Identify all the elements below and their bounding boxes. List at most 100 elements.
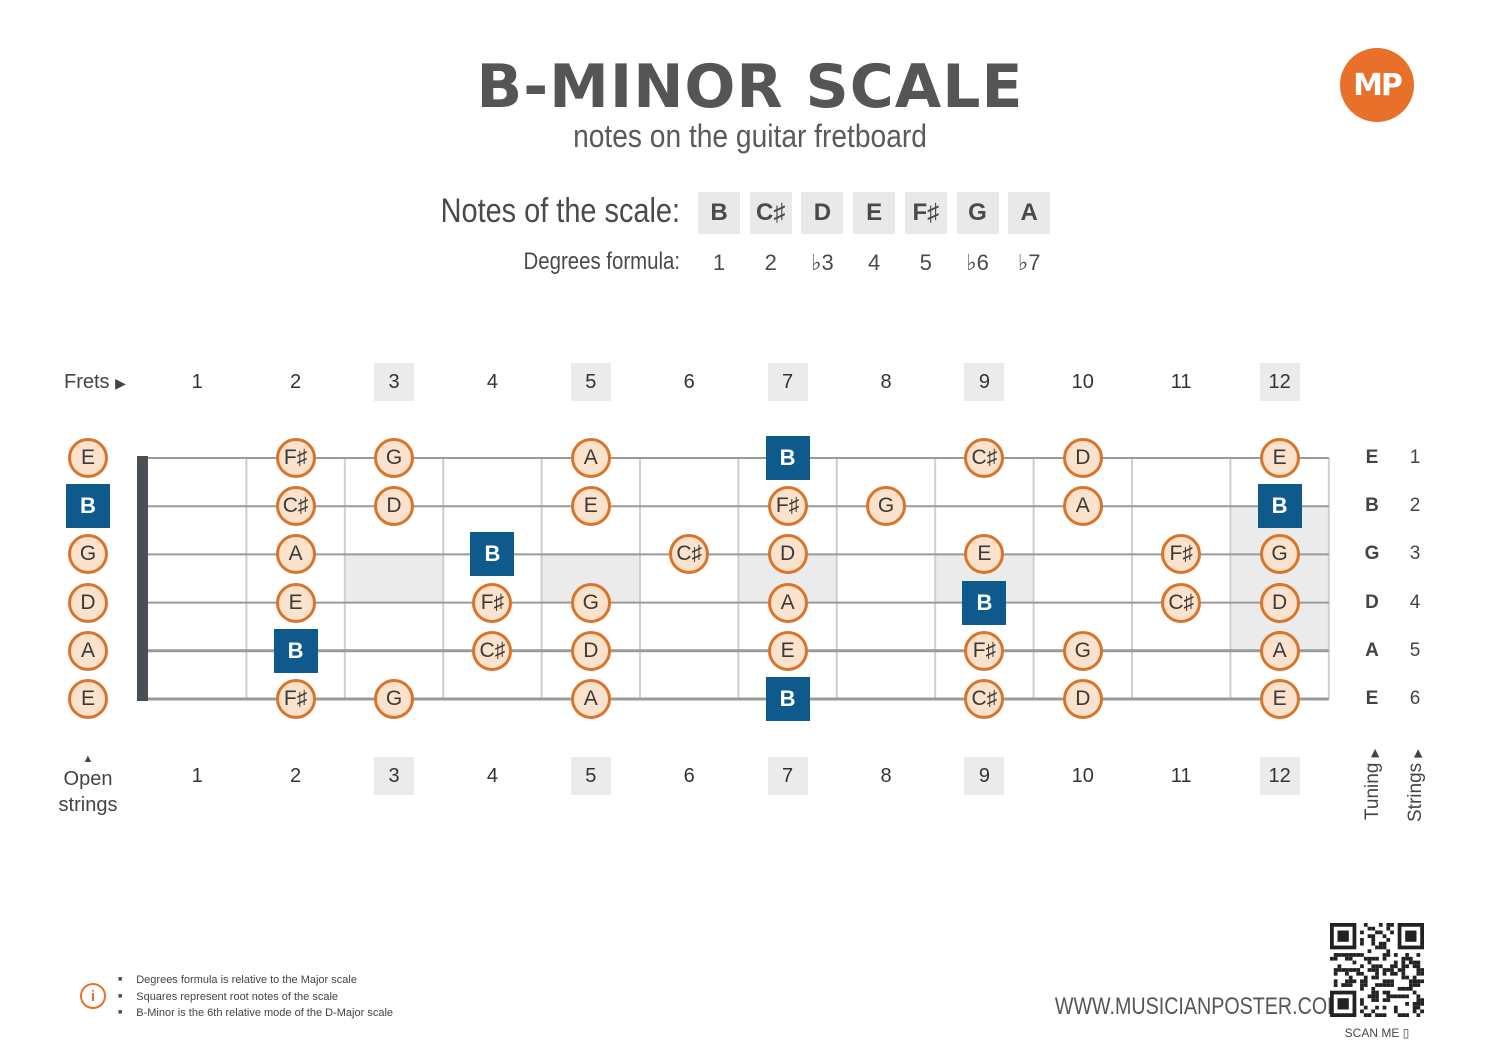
qr-module [1412,1005,1417,1010]
qr-module [1401,964,1406,969]
qr-module [1416,994,1421,999]
scale-note-box: C♯ [749,192,792,234]
scale-note-box: G [956,192,999,234]
qr-module [1375,956,1379,961]
tuning-label: Tuning ▶ [1362,748,1383,820]
website-link[interactable]: WWW.MUSICIANPOSTER.COM [1054,993,1344,1020]
string-number: 5 [1409,639,1421,661]
note-marker: C♯ [275,486,316,527]
qr-module [1401,975,1406,980]
qr-module [1375,998,1379,1002]
qr-module [1401,1013,1406,1017]
note-marker: G [374,438,414,478]
qr-module [1371,964,1376,969]
note-marker: E [68,679,108,719]
qr-module [1401,971,1406,976]
qr-module [1393,1005,1398,1010]
page-subtitle: notes on the guitar fretboard [573,118,927,154]
note-marker: F♯ [767,486,808,527]
qr-module [1382,979,1387,984]
qr-module [1371,990,1376,995]
qr-module [1367,968,1372,972]
qr-module [1390,983,1394,987]
scan-me-label: SCAN ME ▯ [1344,1026,1410,1040]
note-marker: F♯ [275,438,316,478]
qr-module [1345,979,1349,984]
qr-module [1408,986,1413,991]
qr-module [1356,971,1361,976]
fret-number-top: 5 [570,363,611,401]
qr-module [1420,979,1424,984]
qr-finder [1405,930,1417,942]
qr-module [1393,1009,1398,1014]
scale-note-box: B [698,192,740,234]
fret-number-bottom: 7 [767,757,808,795]
qr-module [1371,968,1376,972]
arrow-right-icon: ▶ [115,375,126,391]
qr-module [1360,1009,1364,1014]
qr-module [1348,983,1353,987]
fret-inlay-shading [344,554,444,603]
qr-module [1371,941,1376,946]
qr-module [1390,968,1394,972]
fret-number-bottom: 1 [191,764,203,787]
fret-inlay-shading [1230,506,1329,651]
qr-module [1390,930,1394,935]
qr-module [1397,1013,1402,1017]
qr-module [1382,990,1387,995]
note-marker: G [1062,630,1103,671]
qr-module [1390,971,1394,976]
qr-module [1341,968,1346,972]
scale-degree: ♭7 [1017,250,1041,275]
qr-module [1371,994,1376,999]
note-marker: D [1062,679,1103,719]
qr-module [1371,1009,1376,1014]
note-marker: E [964,534,1005,575]
note-marker: G [866,486,906,527]
note-marker: A [1259,630,1300,671]
qr-module [1360,998,1364,1002]
qr-module [1333,956,1338,961]
footnote: Degrees formula is relative to the Major… [118,972,393,989]
scale-degree: 5 [919,250,932,275]
qr-module [1405,986,1409,991]
qr-module [1390,923,1394,927]
qr-module [1405,953,1409,957]
qr-module [1360,1001,1364,1006]
note-marker: A [570,438,611,478]
qr-module [1378,945,1383,950]
qr-module [1352,960,1357,965]
qr-module [1367,934,1372,939]
frets-label: Frets ▶ [64,371,126,393]
qr-code-icon [1330,923,1424,1017]
scale-note-box: E [853,192,896,234]
string-tuning: E [1365,447,1379,468]
qr-module [1333,953,1338,957]
qr-module [1333,983,1338,987]
qr-module [1375,930,1379,935]
scale-note-box: A [1008,192,1051,234]
qr-module [1408,979,1413,984]
note-marker: D [1062,438,1103,478]
phone-icon: ▯ [1402,1026,1410,1040]
qr-module [1420,1009,1424,1014]
note-marker: F♯ [472,582,513,623]
qr-module [1405,956,1409,961]
qr-module [1337,968,1342,972]
note-marker: E [767,630,808,671]
qr-module [1420,1001,1424,1006]
note-marker: E [68,438,108,478]
qr-module [1416,979,1421,984]
qr-module [1412,964,1417,969]
open-strings-label: ▲ Open strings [48,752,128,818]
qr-module [1386,953,1391,957]
qr-module [1412,1001,1417,1006]
scale-degree: 1 [712,250,726,275]
note-marker: F♯ [275,679,316,719]
fret-number-bottom: 6 [683,764,695,787]
qr-module [1401,960,1406,965]
fret-number-bottom: 9 [964,757,1005,795]
note-marker: D [570,630,611,671]
scale-note-box: F♯ [904,192,947,234]
string-tuning: A [1365,639,1379,661]
